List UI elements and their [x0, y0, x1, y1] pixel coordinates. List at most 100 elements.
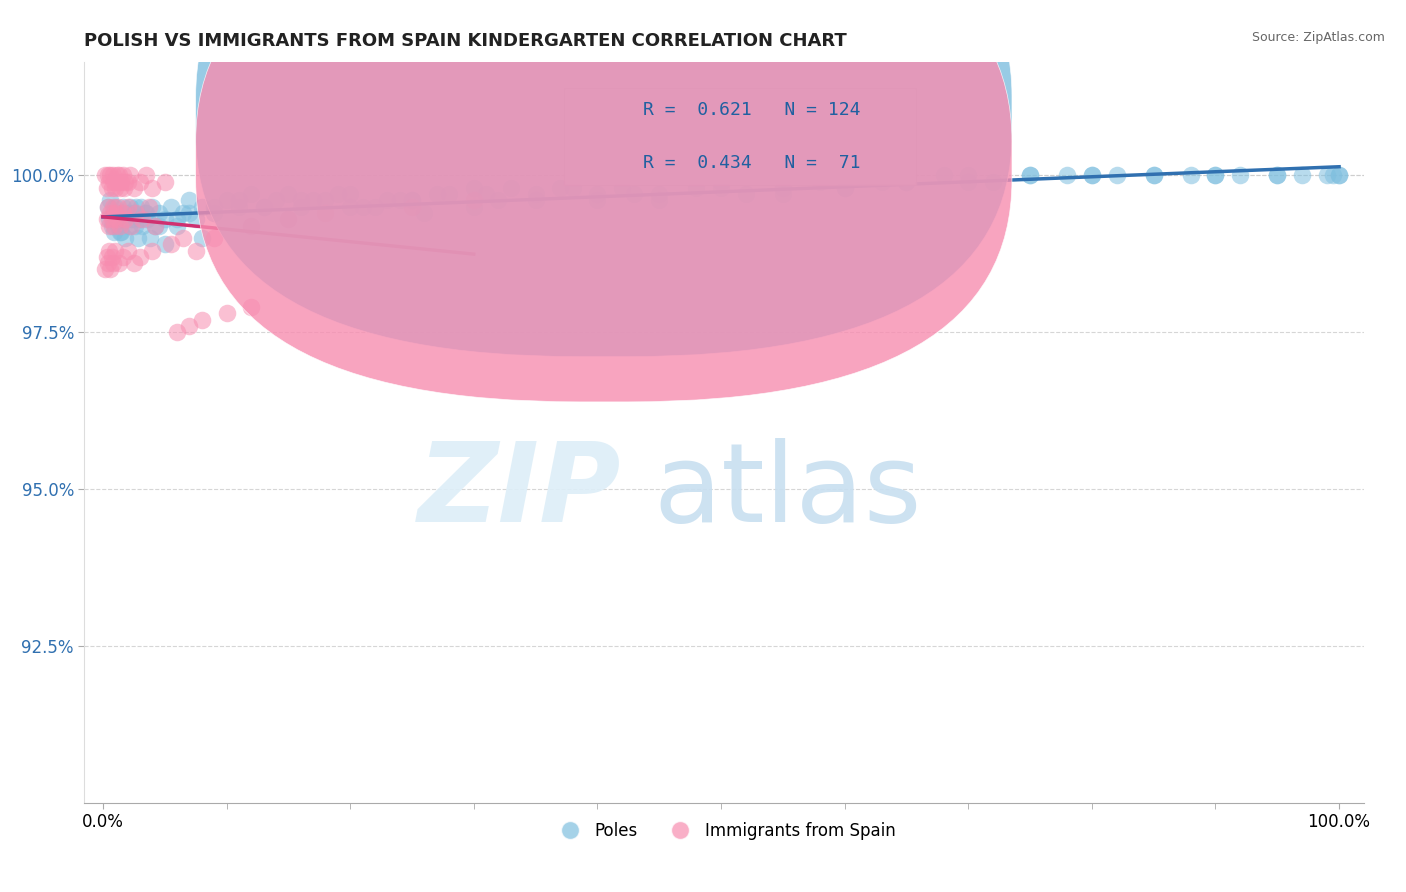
Point — [112, 212, 135, 227]
Text: POLISH VS IMMIGRANTS FROM SPAIN KINDERGARTEN CORRELATION CHART: POLISH VS IMMIGRANTS FROM SPAIN KINDERGA… — [84, 32, 846, 50]
Point — [104, 181, 127, 195]
Text: atlas: atlas — [654, 438, 922, 545]
Point — [252, 200, 274, 214]
FancyBboxPatch shape — [564, 88, 917, 185]
Point — [475, 187, 498, 202]
Point — [117, 244, 139, 258]
Point — [463, 194, 485, 208]
Point — [191, 231, 214, 245]
Point — [191, 312, 214, 326]
Point — [1327, 169, 1350, 183]
Point — [153, 175, 176, 189]
Point — [896, 175, 918, 189]
Point — [98, 244, 121, 258]
Point — [413, 206, 436, 220]
Point — [1105, 169, 1128, 183]
Point — [561, 181, 583, 195]
Point — [153, 212, 176, 227]
Point — [121, 212, 143, 227]
Point — [326, 187, 349, 202]
Point — [1229, 169, 1251, 183]
Point — [524, 194, 547, 208]
Point — [772, 187, 794, 202]
Point — [1204, 169, 1226, 183]
Point — [135, 206, 157, 220]
Point — [586, 187, 609, 202]
Point — [240, 219, 263, 233]
Point — [122, 256, 145, 270]
Point — [105, 212, 128, 227]
Point — [166, 212, 188, 227]
Point — [648, 194, 671, 208]
Point — [957, 175, 980, 189]
Point — [1180, 169, 1202, 183]
Point — [104, 200, 127, 214]
Point — [1056, 169, 1078, 183]
Point — [463, 200, 485, 214]
Point — [97, 200, 120, 214]
Point — [97, 169, 120, 183]
Point — [129, 175, 152, 189]
Point — [124, 219, 146, 233]
Point — [141, 244, 163, 258]
Point — [98, 175, 121, 189]
Point — [160, 200, 183, 214]
Point — [101, 206, 124, 220]
Point — [191, 200, 214, 214]
FancyBboxPatch shape — [195, 0, 1012, 402]
Point — [120, 200, 142, 214]
Point — [111, 169, 134, 183]
Point — [107, 219, 129, 233]
Point — [215, 306, 238, 320]
Point — [114, 175, 136, 189]
Point — [111, 250, 134, 264]
Point — [401, 200, 423, 214]
Point — [772, 181, 794, 195]
Point — [179, 206, 201, 220]
Point — [1265, 169, 1288, 183]
Point — [107, 200, 129, 214]
Point — [524, 187, 547, 202]
Point — [138, 200, 160, 214]
Point — [277, 212, 299, 227]
Point — [148, 206, 170, 220]
Point — [129, 250, 152, 264]
Point — [314, 194, 336, 208]
Point — [100, 181, 122, 195]
Point — [710, 175, 733, 189]
Point — [122, 206, 145, 220]
Point — [100, 250, 122, 264]
Point — [118, 219, 141, 233]
Point — [117, 175, 139, 189]
Point — [110, 175, 132, 189]
Point — [870, 175, 893, 189]
Point — [352, 200, 374, 214]
Point — [125, 206, 148, 220]
Text: R =  0.434   N =  71: R = 0.434 N = 71 — [644, 154, 860, 172]
Point — [1322, 169, 1344, 183]
Point — [107, 175, 129, 189]
Point — [426, 187, 449, 202]
Point — [105, 169, 128, 183]
Point — [215, 194, 238, 208]
Text: Source: ZipAtlas.com: Source: ZipAtlas.com — [1251, 31, 1385, 45]
Point — [401, 194, 423, 208]
Point — [98, 262, 121, 277]
Point — [111, 200, 134, 214]
Point — [108, 256, 131, 270]
Point — [110, 225, 132, 239]
Point — [240, 300, 263, 314]
Point — [111, 206, 134, 220]
Point — [141, 200, 163, 214]
Point — [98, 194, 121, 208]
Point — [437, 187, 460, 202]
Point — [290, 200, 312, 214]
Point — [228, 200, 250, 214]
Point — [122, 181, 145, 195]
Point — [129, 212, 152, 227]
Point — [550, 181, 572, 195]
Point — [314, 206, 336, 220]
Point — [1265, 169, 1288, 183]
Point — [97, 256, 120, 270]
Point — [302, 194, 325, 208]
